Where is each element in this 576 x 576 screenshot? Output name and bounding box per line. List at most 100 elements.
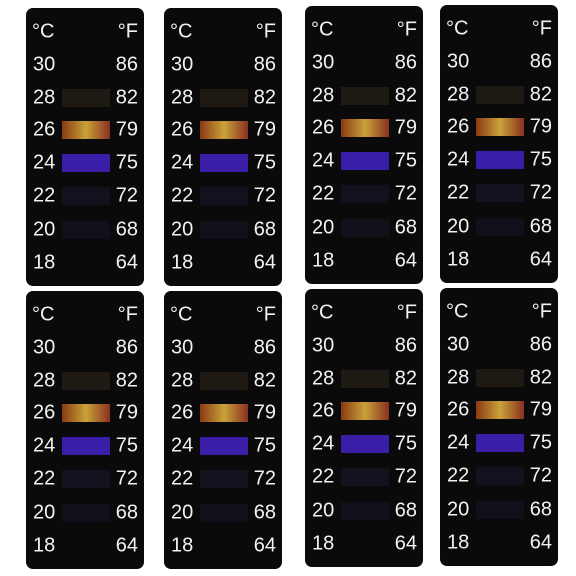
color-band — [200, 504, 248, 522]
celsius-value: 26 — [312, 399, 334, 421]
strip-card — [26, 291, 144, 569]
fahrenheit-unit: °F — [118, 303, 138, 325]
celsius-value: 30 — [312, 51, 334, 73]
color-band — [476, 86, 524, 104]
celsius-value: 26 — [171, 118, 193, 140]
color-band — [341, 119, 389, 137]
color-band — [200, 470, 248, 488]
fahrenheit-value: 75 — [395, 432, 417, 454]
thermometer-strip: °C °F 30 86 28 82 26 79 24 75 22 72 20 68 18 64 — [305, 6, 423, 284]
strip-card — [164, 291, 282, 569]
fahrenheit-value: 68 — [254, 218, 276, 240]
celsius-value: 24 — [33, 151, 55, 173]
color-band — [476, 401, 524, 419]
color-band — [62, 221, 110, 239]
fahrenheit-value: 86 — [116, 336, 138, 358]
thermometer-strip: °C °F 30 86 28 82 26 79 24 75 22 72 20 68 18 64 — [26, 291, 144, 569]
fahrenheit-value: 86 — [395, 51, 417, 73]
color-band — [62, 470, 110, 488]
fahrenheit-value: 64 — [116, 534, 138, 556]
thermometer-strip: °C °F 30 86 28 82 26 79 24 75 22 72 20 68 18 64 — [26, 8, 144, 286]
celsius-value: 18 — [312, 532, 334, 554]
fahrenheit-value: 82 — [395, 367, 417, 389]
color-band — [200, 89, 248, 107]
celsius-unit: °C — [32, 20, 54, 42]
fahrenheit-value: 79 — [530, 398, 552, 420]
thermometer-strip: °C °F 30 86 28 82 26 79 24 75 22 72 20 68 18 64 — [440, 288, 558, 566]
color-band — [341, 468, 389, 486]
celsius-value: 30 — [33, 336, 55, 358]
celsius-value: 28 — [171, 369, 193, 391]
fahrenheit-value: 72 — [395, 182, 417, 204]
celsius-value: 20 — [33, 218, 55, 240]
fahrenheit-value: 64 — [530, 531, 552, 553]
celsius-value: 20 — [171, 218, 193, 240]
fahrenheit-value: 79 — [254, 118, 276, 140]
celsius-value: 28 — [33, 86, 55, 108]
celsius-value: 30 — [171, 53, 193, 75]
fahrenheit-value: 86 — [254, 53, 276, 75]
color-band — [62, 187, 110, 205]
celsius-value: 18 — [171, 534, 193, 556]
color-band — [62, 121, 110, 139]
celsius-value: 26 — [33, 118, 55, 140]
fahrenheit-value: 68 — [530, 498, 552, 520]
celsius-unit: °C — [311, 18, 333, 40]
fahrenheit-value: 86 — [116, 53, 138, 75]
fahrenheit-unit: °F — [532, 17, 552, 39]
fahrenheit-value: 72 — [254, 467, 276, 489]
celsius-value: 24 — [33, 434, 55, 456]
fahrenheit-value: 75 — [254, 434, 276, 456]
celsius-value: 24 — [171, 434, 193, 456]
fahrenheit-value: 72 — [116, 184, 138, 206]
color-band — [62, 404, 110, 422]
celsius-value: 22 — [312, 182, 334, 204]
fahrenheit-value: 75 — [116, 151, 138, 173]
celsius-value: 18 — [33, 534, 55, 556]
color-band — [62, 372, 110, 390]
celsius-value: 28 — [447, 366, 469, 388]
strip-card — [305, 289, 423, 567]
strip-card — [26, 8, 144, 286]
celsius-value: 24 — [447, 148, 469, 170]
celsius-unit: °C — [446, 300, 468, 322]
celsius-value: 18 — [447, 531, 469, 553]
celsius-value: 28 — [312, 367, 334, 389]
fahrenheit-value: 72 — [530, 181, 552, 203]
color-band — [200, 187, 248, 205]
fahrenheit-value: 64 — [395, 249, 417, 271]
celsius-value: 18 — [33, 251, 55, 273]
celsius-value: 30 — [33, 53, 55, 75]
fahrenheit-value: 72 — [116, 467, 138, 489]
color-band — [476, 118, 524, 136]
celsius-value: 28 — [447, 83, 469, 105]
thermometer-strip: °C °F 30 86 28 82 26 79 24 75 22 72 20 68 18 64 — [164, 8, 282, 286]
celsius-value: 20 — [312, 499, 334, 521]
color-band — [476, 501, 524, 519]
celsius-value: 22 — [33, 467, 55, 489]
fahrenheit-unit: °F — [532, 300, 552, 322]
celsius-value: 20 — [33, 501, 55, 523]
fahrenheit-value: 82 — [395, 84, 417, 106]
thermometer-strip: °C °F 30 86 28 82 26 79 24 75 22 72 20 68 18 64 — [164, 291, 282, 569]
celsius-value: 30 — [447, 333, 469, 355]
celsius-value: 20 — [447, 498, 469, 520]
color-band — [62, 154, 110, 172]
fahrenheit-unit: °F — [118, 20, 138, 42]
strip-card — [440, 288, 558, 566]
fahrenheit-value: 79 — [116, 118, 138, 140]
fahrenheit-value: 75 — [116, 434, 138, 456]
color-band — [341, 219, 389, 237]
fahrenheit-value: 79 — [395, 116, 417, 138]
celsius-unit: °C — [446, 17, 468, 39]
color-band — [476, 218, 524, 236]
fahrenheit-value: 86 — [530, 333, 552, 355]
color-band — [200, 154, 248, 172]
celsius-value: 24 — [312, 149, 334, 171]
fahrenheit-unit: °F — [256, 303, 276, 325]
celsius-value: 26 — [447, 398, 469, 420]
celsius-value: 22 — [171, 184, 193, 206]
fahrenheit-value: 86 — [254, 336, 276, 358]
color-band — [341, 185, 389, 203]
fahrenheit-value: 82 — [254, 86, 276, 108]
